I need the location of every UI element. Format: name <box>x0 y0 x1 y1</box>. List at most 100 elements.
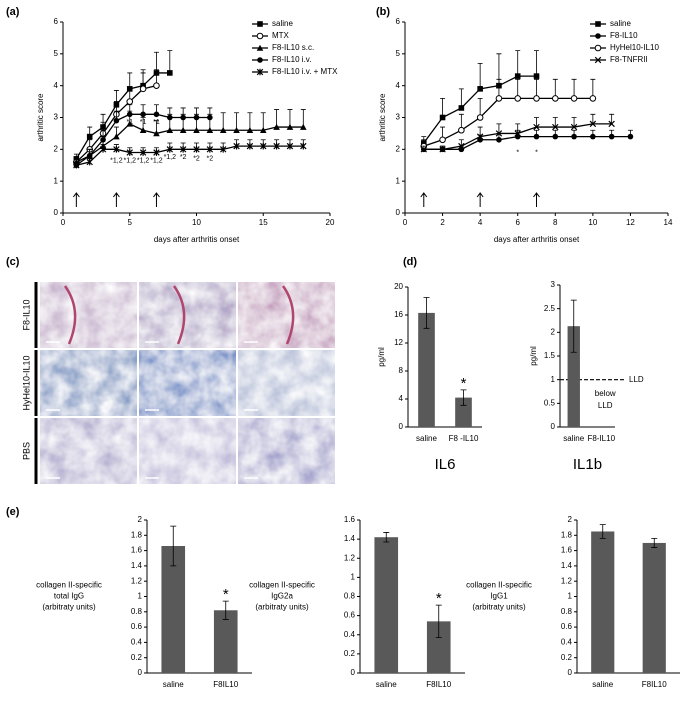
marker <box>594 44 602 52</box>
marker <box>571 133 577 140</box>
marker <box>73 161 80 169</box>
bar <box>418 312 435 427</box>
y-axis-label: IgG1 <box>490 592 508 601</box>
bar <box>591 531 615 673</box>
legend-label: MTX <box>272 31 290 40</box>
bar <box>161 546 186 673</box>
y-axis-label: collagen II-specific <box>466 581 532 590</box>
chart-title: IL1b <box>573 456 602 473</box>
marker <box>246 126 254 134</box>
y-tick-label: 2 <box>568 515 573 524</box>
micrograph <box>238 418 335 484</box>
y-tick-label: 3 <box>396 113 401 122</box>
error-bar <box>167 50 173 73</box>
annotation: *2 <box>180 154 187 161</box>
y-tick-label: 1.4 <box>131 561 143 570</box>
x-tick-label: 2 <box>440 218 445 227</box>
annotation: *1,2 <box>150 157 163 164</box>
error-bar <box>570 299 577 353</box>
annotation: * <box>535 149 538 156</box>
marker <box>153 111 160 118</box>
y-axis-label: collagen II-specific <box>36 581 102 590</box>
bar <box>455 397 472 427</box>
marker <box>179 146 187 153</box>
marker <box>476 114 484 121</box>
annotation: *1,2 <box>137 157 150 164</box>
vessel <box>172 285 186 345</box>
x-tick-label: 10 <box>192 218 201 227</box>
y-tick-label: 12 <box>394 338 403 347</box>
x-tick-label: F8IL10 <box>426 680 451 689</box>
error-bar <box>458 139 464 147</box>
annotation: *1,2 <box>164 154 177 161</box>
y-tick-label: 1 <box>568 592 573 601</box>
row-label: PBS <box>21 442 31 460</box>
marker <box>113 117 120 124</box>
x-tick-label: 4 <box>478 218 483 227</box>
panel-label: (e) <box>6 506 20 518</box>
y-tick-label: 1.2 <box>561 576 573 585</box>
error-bar <box>435 604 442 639</box>
arrow <box>420 192 428 207</box>
marker <box>589 120 597 128</box>
error-bar <box>460 389 467 406</box>
micrograph <box>40 418 137 484</box>
vessel <box>281 285 295 345</box>
error-bar <box>440 98 446 118</box>
y-tick-label: 0.4 <box>561 638 573 647</box>
legend-label: F8-IL10 s.c. <box>272 43 314 52</box>
error-bar <box>651 537 658 548</box>
marker <box>595 33 601 39</box>
x-tick-label: saline <box>376 680 397 689</box>
x-tick-label: saline <box>592 680 613 689</box>
error-bar <box>222 600 229 620</box>
error-bar <box>552 117 558 128</box>
marker <box>193 146 200 153</box>
y-axis-label: (arbitraty units) <box>255 603 309 612</box>
y-tick-label: 0.6 <box>561 622 573 631</box>
arrow <box>113 192 120 207</box>
marker <box>458 105 465 111</box>
marker <box>86 158 93 166</box>
error-bar <box>496 123 502 134</box>
marker <box>627 133 634 140</box>
marker <box>570 95 578 102</box>
y-tick-label: 0.8 <box>131 607 143 616</box>
marker <box>153 82 160 89</box>
annotation: *1 <box>126 119 133 126</box>
panel-label: (b) <box>376 6 390 18</box>
y-tick-label: 1.6 <box>344 515 356 524</box>
marker <box>206 146 214 153</box>
marker <box>476 133 484 140</box>
y-axis-label: IgG2a <box>271 592 293 601</box>
marker <box>439 114 446 121</box>
marker <box>256 32 264 40</box>
marker <box>608 120 615 128</box>
marker <box>233 126 240 134</box>
legend-label: saline <box>610 19 631 28</box>
y-tick-label: 0.8 <box>561 607 573 616</box>
y-tick-label: 1.8 <box>131 530 143 539</box>
bar <box>374 537 399 673</box>
y-tick-label: 2 <box>54 144 59 153</box>
marker <box>552 123 559 131</box>
y-tick-label: 2 <box>138 515 143 524</box>
y-tick-label: 0 <box>568 668 573 677</box>
marker <box>495 130 503 137</box>
marker <box>514 130 521 137</box>
y-tick-label: 0.5 <box>544 398 556 407</box>
series-line <box>423 135 631 150</box>
arrow <box>153 192 160 207</box>
bar <box>567 326 580 427</box>
marker <box>551 95 559 102</box>
marker <box>608 133 615 140</box>
x-axis-label: days after arthritis onset <box>154 235 240 244</box>
marker <box>126 120 134 127</box>
chart-title: IL6 <box>435 456 456 473</box>
y-axis-label: total IgG <box>54 592 84 601</box>
y-tick-label: 0.6 <box>344 611 356 620</box>
marker <box>300 142 307 150</box>
marker <box>153 149 160 156</box>
marker <box>439 146 446 153</box>
x-tick-label: 0 <box>61 218 66 227</box>
